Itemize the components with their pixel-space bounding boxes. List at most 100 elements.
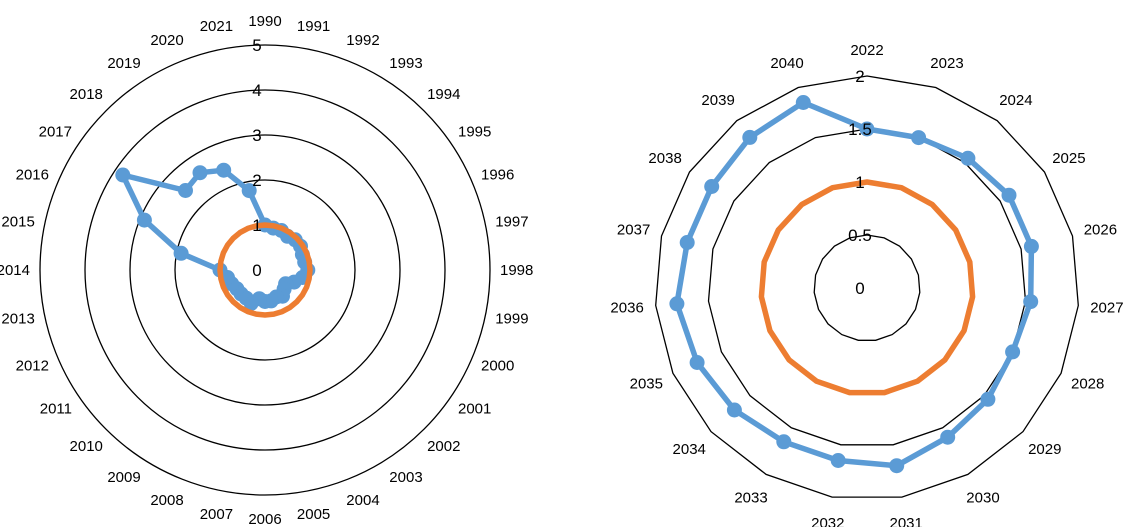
series-1-point-2025 bbox=[1001, 187, 1017, 203]
category-label-2036: 2036 bbox=[610, 300, 643, 317]
grid-ring bbox=[707, 128, 1027, 446]
series-1-point-2022 bbox=[859, 121, 875, 137]
category-label-2004: 2004 bbox=[346, 492, 379, 509]
category-label-2018: 2018 bbox=[70, 86, 103, 103]
series-2-line bbox=[758, 179, 976, 396]
r-axis-tick-label: 1.5 bbox=[848, 120, 872, 139]
series-1-point-2024 bbox=[960, 150, 976, 166]
series-1-point-2018 bbox=[178, 183, 193, 198]
category-label-2035: 2035 bbox=[630, 376, 663, 393]
category-label-2008: 2008 bbox=[150, 492, 183, 509]
r-axis-tick-label: 1 bbox=[252, 216, 261, 235]
category-label-2033: 2033 bbox=[734, 489, 767, 506]
category-label-2010: 2010 bbox=[70, 438, 103, 455]
category-label-2026: 2026 bbox=[1084, 222, 1117, 239]
category-label-2015: 2015 bbox=[1, 213, 34, 230]
grid-ring bbox=[655, 75, 1079, 498]
grid-ring bbox=[174, 179, 356, 361]
category-label-2038: 2038 bbox=[648, 150, 681, 167]
series-1-point-2021 bbox=[241, 183, 257, 199]
category-label-2025: 2025 bbox=[1052, 150, 1085, 167]
category-label-1992: 1992 bbox=[346, 32, 379, 49]
series-1-line bbox=[674, 99, 1035, 469]
series-1-point-2038 bbox=[704, 179, 720, 194]
grid-ring bbox=[84, 89, 446, 451]
category-label-2029: 2029 bbox=[1028, 441, 1061, 458]
series-1-point-2026 bbox=[1023, 238, 1039, 254]
series-1-point-2040 bbox=[795, 95, 811, 110]
series-1-point-2033 bbox=[776, 434, 792, 450]
category-label-2028: 2028 bbox=[1071, 376, 1104, 393]
category-label-2006: 2006 bbox=[248, 511, 281, 527]
series-1-point-2035 bbox=[689, 355, 705, 370]
series-1-point-2039 bbox=[742, 129, 758, 145]
category-label-2001: 2001 bbox=[458, 400, 491, 417]
series-1-point-2027 bbox=[1023, 294, 1039, 310]
category-label-2022: 2022 bbox=[850, 42, 883, 59]
series-1-point-2036 bbox=[669, 296, 685, 312]
category-label-2009: 2009 bbox=[107, 469, 140, 486]
r-axis-tick-label: 3 bbox=[252, 126, 261, 145]
series-1-point-2037 bbox=[679, 235, 695, 250]
r-axis-tick-label: 0 bbox=[855, 279, 864, 298]
category-label-2020: 2020 bbox=[150, 32, 183, 49]
r-axis-tick-label: 4 bbox=[252, 81, 261, 100]
category-label-1991: 1991 bbox=[297, 18, 330, 35]
series-2-line bbox=[217, 222, 313, 318]
category-label-2023: 2023 bbox=[930, 55, 963, 72]
category-label-2024: 2024 bbox=[999, 92, 1032, 109]
radar-chart-1990-2021: 0 1 2 3 4 5 1990 1991 1992 1993 1994 1995 1996 1997 19… bbox=[0, 13, 533, 527]
category-label-1999: 1999 bbox=[495, 311, 528, 328]
category-label-2014: 2014 bbox=[0, 262, 30, 279]
series-1-point-2015 bbox=[173, 245, 189, 261]
category-label-2017: 2017 bbox=[39, 124, 72, 141]
r-axis-tick-label: 1 bbox=[855, 173, 864, 192]
series-1-point-2016 bbox=[136, 212, 152, 228]
category-label-2030: 2030 bbox=[966, 489, 999, 506]
category-label-2040: 2040 bbox=[770, 55, 803, 72]
category-label-1998: 1998 bbox=[500, 262, 533, 279]
category-label-1996: 1996 bbox=[481, 167, 514, 184]
category-label-2002: 2002 bbox=[427, 438, 460, 455]
r-axis-tick-label: 2 bbox=[855, 67, 864, 86]
series-1-point-2030 bbox=[940, 429, 956, 445]
grid-ring bbox=[39, 44, 491, 496]
category-label-2011: 2011 bbox=[40, 400, 72, 417]
category-label-1990: 1990 bbox=[248, 13, 281, 30]
series-1-point-2034 bbox=[726, 402, 742, 418]
category-label-2000: 2000 bbox=[481, 357, 514, 374]
series-1-point-2017 bbox=[115, 167, 131, 183]
radar-chart-2022-2040: 0 0.5 1 1.5 2 2022 2023 2024 2025 2026 2027 2028 202… bbox=[610, 42, 1123, 527]
category-label-2007: 2007 bbox=[200, 506, 233, 523]
category-label-2034: 2034 bbox=[673, 441, 706, 458]
category-label-2021: 2021 bbox=[200, 18, 233, 35]
category-label-1995: 1995 bbox=[458, 124, 491, 141]
category-label-2016: 2016 bbox=[16, 167, 49, 184]
series-1-point-2031 bbox=[889, 458, 905, 474]
category-label-2005: 2005 bbox=[297, 506, 330, 523]
r-axis-tick-label: 2 bbox=[252, 171, 261, 190]
category-label-2013: 2013 bbox=[1, 311, 34, 328]
series-1-point-2029 bbox=[980, 391, 996, 407]
category-label-1994: 1994 bbox=[427, 86, 460, 103]
category-label-2031: 2031 bbox=[890, 515, 923, 527]
category-label-2012: 2012 bbox=[16, 357, 49, 374]
grid-ring bbox=[813, 234, 921, 341]
category-label-2019: 2019 bbox=[107, 55, 140, 72]
category-label-1997: 1997 bbox=[495, 213, 528, 230]
series-1-point-2028 bbox=[1005, 344, 1021, 360]
r-axis-tick-label: 0.5 bbox=[848, 226, 872, 245]
series-1-point-2032 bbox=[830, 453, 846, 468]
category-label-2032: 2032 bbox=[811, 515, 844, 527]
series-1-point-2019 bbox=[192, 165, 208, 181]
r-axis-tick-label: 5 bbox=[252, 36, 261, 55]
category-label-2003: 2003 bbox=[389, 469, 422, 486]
category-label-1993: 1993 bbox=[389, 55, 422, 72]
category-label-2027: 2027 bbox=[1090, 300, 1123, 317]
series-1-point-2020 bbox=[216, 162, 232, 178]
grid-ring bbox=[129, 134, 401, 406]
series-1-point-2023 bbox=[911, 130, 927, 146]
category-label-2039: 2039 bbox=[701, 92, 734, 109]
category-label-2037: 2037 bbox=[617, 222, 650, 239]
